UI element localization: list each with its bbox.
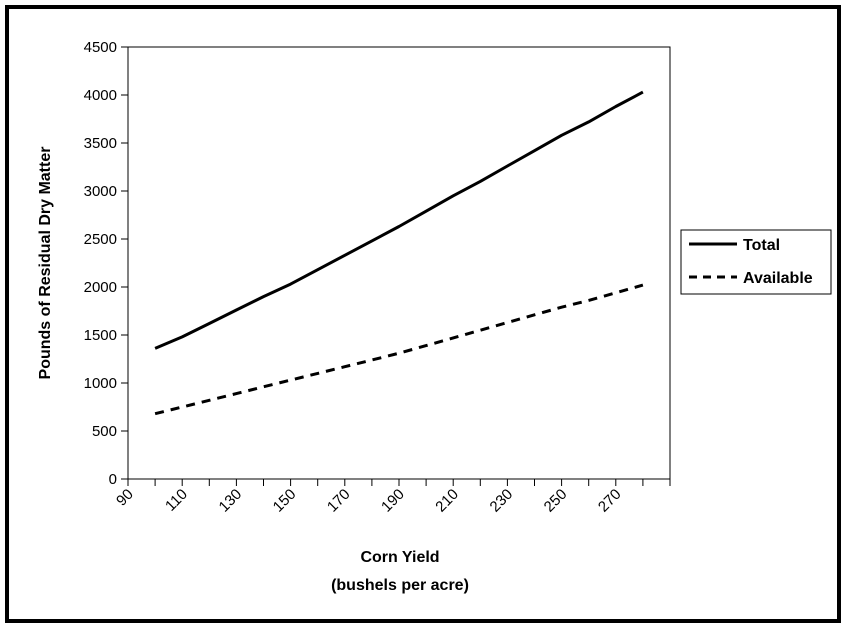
y-tick-label: 1500	[84, 327, 117, 344]
y-tick-label: 0	[109, 471, 117, 488]
x-axis-subtitle: (bushels per acre)	[331, 577, 469, 594]
series-line-available	[154, 283, 644, 416]
series-line-total	[154, 90, 644, 350]
legend-label-available: Available	[743, 270, 813, 287]
y-tick-label: 3500	[84, 135, 117, 152]
y-tick-label: 2000	[84, 279, 117, 296]
legend-label-total: Total	[743, 237, 780, 254]
y-tick-label: 3000	[84, 183, 117, 200]
y-tick-label: 1000	[84, 375, 117, 392]
x-axis-title: Corn Yield	[360, 549, 439, 566]
legend-box	[680, 229, 832, 295]
y-tick-label: 2500	[84, 231, 117, 248]
y-tick-label: 500	[92, 423, 117, 440]
chart-border	[5, 5, 841, 623]
y-tick-label: 4500	[84, 39, 117, 56]
y-tick-label: 4000	[84, 87, 117, 104]
series-layer	[154, 90, 644, 416]
y-axis-ticks: 0 500 1000 1500 2000 2500 3000 3500 4000 4500	[84, 39, 128, 488]
legend: Total Available	[680, 229, 832, 295]
y-axis-title: Pounds of Residual Dry Matter	[37, 147, 54, 380]
